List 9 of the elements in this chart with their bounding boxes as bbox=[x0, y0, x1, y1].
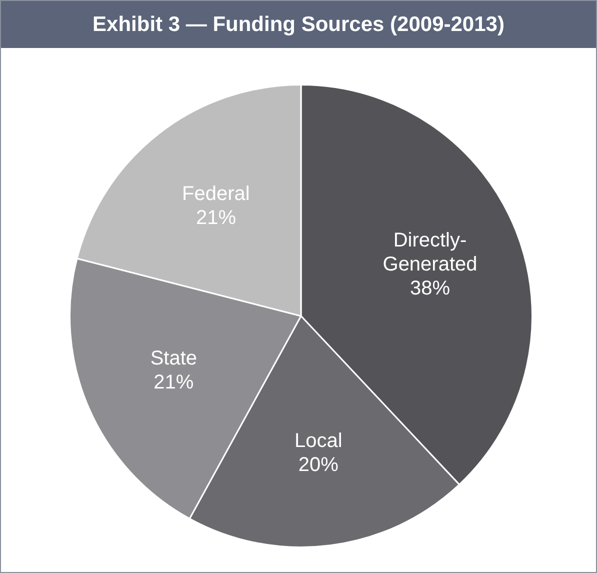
slice-label: Directly-Generated bbox=[382, 229, 478, 276]
data-label: 38% bbox=[410, 277, 450, 300]
slice-label: Local bbox=[294, 430, 342, 452]
chart-title: Exhibit 3 — Funding Sources (2009-2013) bbox=[1, 1, 596, 48]
slice-label: State bbox=[150, 348, 198, 370]
slice-label: Federal bbox=[182, 182, 250, 205]
data-label: 21% bbox=[196, 206, 236, 229]
data-label: 21% bbox=[154, 372, 194, 394]
data-label: 20% bbox=[298, 454, 339, 476]
